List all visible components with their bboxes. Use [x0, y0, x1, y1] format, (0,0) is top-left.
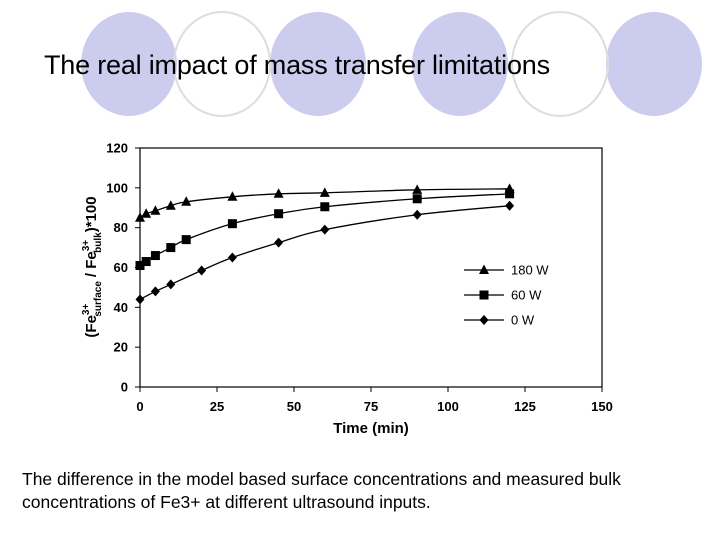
- deco-circle: [81, 12, 177, 116]
- data-point-60-w: [181, 235, 191, 245]
- data-point-60-w: [141, 257, 151, 267]
- data-point-60-w: [135, 261, 145, 271]
- y-tick-label: 40: [114, 300, 128, 315]
- data-point-60-w: [166, 243, 176, 253]
- circle-fill-group: [81, 12, 702, 116]
- data-point-180-w: [412, 184, 423, 194]
- y-tick-label: 80: [114, 220, 128, 235]
- x-tick-label: 75: [364, 399, 378, 414]
- deco-circle-outline: [173, 11, 271, 117]
- deco-circle: [270, 12, 366, 116]
- data-point-0-w: [166, 279, 176, 290]
- x-tick-label: 25: [210, 399, 224, 414]
- y-axis-title-part: (Fe: [83, 315, 100, 338]
- y-tick-label: 20: [114, 340, 128, 355]
- data-point-180-w: [165, 200, 176, 210]
- data-point-0-w: [320, 224, 330, 235]
- data-point-180-w: [135, 212, 145, 222]
- data-point-180-w: [141, 208, 152, 218]
- data-point-0-w: [197, 265, 207, 276]
- y-tick-label: 120: [106, 141, 128, 156]
- data-point-60-w: [274, 209, 284, 219]
- data-point-0-w: [274, 237, 284, 248]
- deco-circle: [606, 12, 702, 116]
- data-point-0-w: [505, 200, 515, 211]
- x-tick-label: 100: [437, 399, 459, 414]
- series-60-w: [135, 189, 515, 271]
- data-point-180-w: [273, 188, 284, 198]
- legend-item-0-w: 0 W: [464, 313, 535, 328]
- data-point-60-w: [505, 189, 515, 199]
- data-point-180-w: [181, 196, 192, 206]
- data-point-60-w: [227, 219, 237, 229]
- deco-circle: [412, 12, 508, 116]
- circle-outline-group: [173, 11, 609, 117]
- x-tick-label: 125: [514, 399, 536, 414]
- series-0-w: [135, 200, 515, 305]
- x-tick-label: 0: [136, 399, 143, 414]
- slide-caption: The difference in the model based surfac…: [22, 469, 621, 512]
- legend-item-60-w: 60 W: [464, 288, 542, 303]
- y-axis-title-part: / Fe: [83, 251, 100, 277]
- y-axis-title-sub: bulk: [93, 232, 104, 253]
- y-tick-label: 100: [106, 180, 128, 195]
- legend: 180 W 60 W 0 W: [464, 263, 549, 328]
- data-point-180-w: [150, 205, 161, 215]
- y-axis-title-sub: surface: [93, 281, 104, 317]
- legend-marker: [479, 264, 489, 274]
- data-point-0-w: [150, 286, 160, 297]
- series-line-0-w: [139, 205, 510, 300]
- series-line-180-w: [139, 188, 510, 219]
- legend-item-180-w: 180 W: [464, 263, 549, 278]
- data-point-60-w: [150, 251, 160, 261]
- legend-marker: [479, 290, 489, 300]
- series-layer: [135, 183, 515, 305]
- x-tick-label: 50: [287, 399, 301, 414]
- data-point-60-w: [320, 202, 330, 212]
- x-axis: 0 25 50 75 100 125 150: [136, 387, 613, 414]
- legend-label: 180 W: [511, 263, 549, 278]
- series-180-w: [135, 183, 515, 222]
- y-tick-label: 60: [114, 260, 128, 275]
- y-axis: 0 20 40 60 80 100 120: [106, 141, 140, 395]
- y-axis-title: (Fe3+surface/ Fe3+bulk)*100: [81, 196, 104, 337]
- legend-label: 0 W: [511, 313, 535, 328]
- legend-marker: [479, 315, 489, 325]
- data-point-0-w: [227, 252, 237, 263]
- x-axis-title: Time (min): [333, 420, 409, 437]
- deco-circle-outline: [511, 11, 609, 117]
- x-tick-label: 150: [591, 399, 613, 414]
- y-axis-title-sup: 3+: [81, 240, 92, 252]
- y-tick-label: 0: [121, 380, 128, 395]
- line-chart: 0 20 40 60 80 100 120 0 25 50 75 100 125 150 180 W 60…: [81, 141, 613, 438]
- y-axis-title-part: )*100: [83, 196, 100, 232]
- y-axis-title-sup: 3+: [81, 304, 92, 316]
- legend-label: 60 W: [511, 288, 542, 303]
- data-point-0-w: [412, 209, 422, 220]
- data-point-180-w: [227, 191, 238, 201]
- data-point-180-w: [319, 187, 330, 197]
- data-point-60-w: [412, 194, 422, 204]
- data-point-0-w: [135, 294, 145, 305]
- decorative-circles: [81, 11, 702, 117]
- slide-title: The real impact of mass transfer limitat…: [44, 50, 550, 80]
